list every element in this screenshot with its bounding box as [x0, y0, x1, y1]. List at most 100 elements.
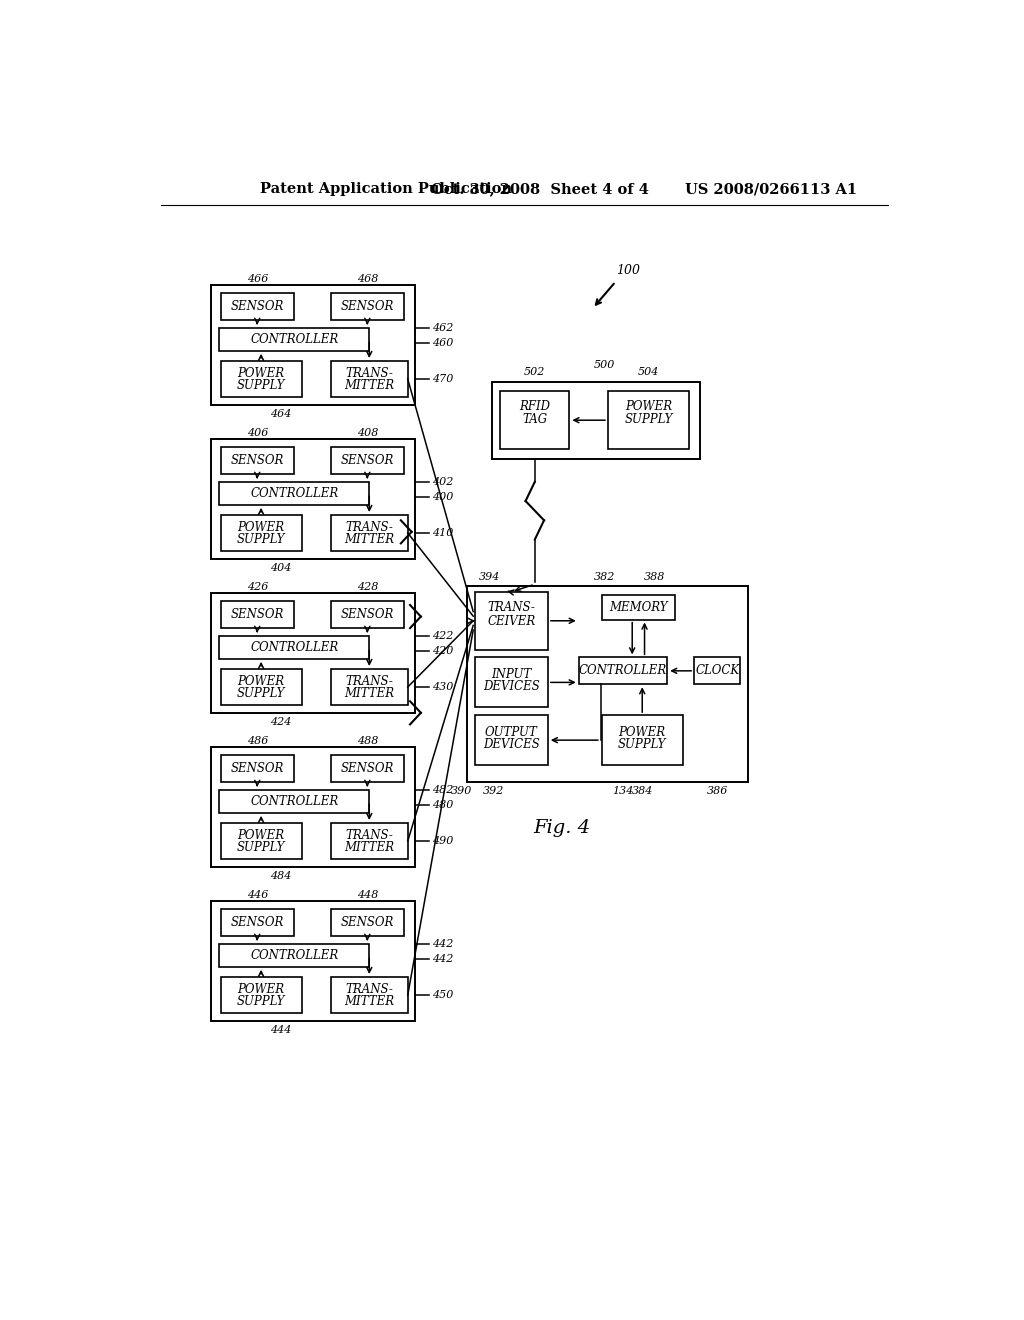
- Text: SUPPLY: SUPPLY: [618, 738, 667, 751]
- Text: Patent Application Publication: Patent Application Publication: [260, 182, 512, 197]
- Text: SENSOR: SENSOR: [230, 762, 284, 775]
- Bar: [602, 715, 683, 766]
- Text: MEMORY: MEMORY: [609, 601, 668, 614]
- Text: SUPPLY: SUPPLY: [237, 379, 286, 392]
- Text: 490: 490: [432, 836, 454, 846]
- Text: SENSOR: SENSOR: [341, 454, 394, 467]
- Text: SENSOR: SENSOR: [341, 300, 394, 313]
- Text: 394: 394: [478, 572, 500, 582]
- Text: 486: 486: [247, 737, 268, 746]
- Text: 442: 442: [432, 954, 454, 964]
- Bar: [220, 601, 294, 628]
- Bar: [331, 909, 403, 936]
- Bar: [220, 293, 294, 321]
- Text: SUPPLY: SUPPLY: [237, 686, 286, 700]
- Text: 450: 450: [432, 990, 454, 1001]
- Text: SUPPLY: SUPPLY: [237, 995, 286, 1008]
- Bar: [220, 669, 301, 705]
- Text: TRANS-: TRANS-: [487, 601, 536, 614]
- Bar: [211, 747, 416, 867]
- Text: 442: 442: [432, 939, 454, 949]
- Text: 420: 420: [432, 647, 454, 656]
- Text: 384: 384: [632, 787, 653, 796]
- Text: POWER: POWER: [238, 520, 285, 533]
- Bar: [331, 360, 408, 397]
- Text: 448: 448: [356, 890, 378, 900]
- Bar: [220, 822, 301, 859]
- Bar: [211, 594, 416, 713]
- Bar: [467, 586, 749, 781]
- Text: 400: 400: [432, 492, 454, 502]
- Text: 424: 424: [269, 717, 291, 727]
- Text: SENSOR: SENSOR: [341, 609, 394, 622]
- Text: POWER: POWER: [238, 829, 285, 842]
- Text: 406: 406: [247, 428, 268, 438]
- Text: MITTER: MITTER: [344, 379, 394, 392]
- Bar: [331, 515, 408, 552]
- Text: 446: 446: [247, 890, 268, 900]
- Text: 430: 430: [432, 682, 454, 692]
- Text: 488: 488: [356, 737, 378, 746]
- Text: INPUT: INPUT: [492, 668, 531, 681]
- Bar: [331, 822, 408, 859]
- Text: 134: 134: [612, 787, 634, 796]
- Text: RFID: RFID: [519, 400, 550, 413]
- Bar: [220, 909, 294, 936]
- Bar: [331, 755, 403, 781]
- Text: SUPPLY: SUPPLY: [237, 533, 286, 546]
- Text: 404: 404: [269, 564, 291, 573]
- Text: POWER: POWER: [625, 400, 672, 413]
- Text: CONTROLLER: CONTROLLER: [250, 795, 338, 808]
- Text: SUPPLY: SUPPLY: [625, 413, 673, 426]
- Bar: [608, 391, 689, 449]
- Text: 468: 468: [356, 275, 378, 284]
- Bar: [331, 601, 403, 628]
- Text: CONTROLLER: CONTROLLER: [579, 664, 667, 677]
- Bar: [220, 977, 301, 1014]
- Bar: [493, 381, 700, 459]
- Text: 408: 408: [356, 428, 378, 438]
- Text: 392: 392: [482, 787, 504, 796]
- Text: CONTROLLER: CONTROLLER: [250, 333, 338, 346]
- Text: DEVICES: DEVICES: [483, 680, 540, 693]
- Text: 464: 464: [269, 409, 291, 418]
- Text: MITTER: MITTER: [344, 686, 394, 700]
- Text: 444: 444: [269, 1026, 291, 1035]
- Bar: [331, 447, 403, 474]
- Text: 484: 484: [269, 871, 291, 880]
- Text: SENSOR: SENSOR: [230, 300, 284, 313]
- Bar: [331, 977, 408, 1014]
- Text: 428: 428: [356, 582, 378, 593]
- Text: 480: 480: [432, 800, 454, 810]
- Text: SENSOR: SENSOR: [341, 762, 394, 775]
- Text: POWER: POWER: [238, 367, 285, 380]
- Bar: [219, 636, 370, 659]
- Bar: [331, 293, 403, 321]
- Text: 382: 382: [594, 572, 615, 582]
- Text: MITTER: MITTER: [344, 841, 394, 854]
- Text: 422: 422: [432, 631, 454, 640]
- Text: 100: 100: [615, 264, 640, 277]
- Text: 470: 470: [432, 374, 454, 384]
- Text: 426: 426: [247, 582, 268, 593]
- Text: POWER: POWER: [238, 982, 285, 995]
- Text: TRANS-: TRANS-: [345, 367, 393, 380]
- Text: TRANS-: TRANS-: [345, 675, 393, 688]
- Bar: [211, 285, 416, 405]
- Text: OUTPUT: OUTPUT: [485, 726, 538, 739]
- Bar: [331, 669, 408, 705]
- Text: 466: 466: [247, 275, 268, 284]
- Bar: [211, 440, 416, 558]
- Text: MITTER: MITTER: [344, 995, 394, 1008]
- Bar: [475, 715, 548, 766]
- Bar: [211, 902, 416, 1020]
- Text: 500: 500: [594, 360, 614, 370]
- Bar: [694, 657, 740, 684]
- Text: SENSOR: SENSOR: [230, 916, 284, 929]
- Bar: [475, 657, 548, 708]
- Bar: [500, 391, 569, 449]
- Bar: [220, 755, 294, 781]
- Text: SUPPLY: SUPPLY: [237, 841, 286, 854]
- Text: CONTROLLER: CONTROLLER: [250, 640, 338, 653]
- Bar: [220, 447, 294, 474]
